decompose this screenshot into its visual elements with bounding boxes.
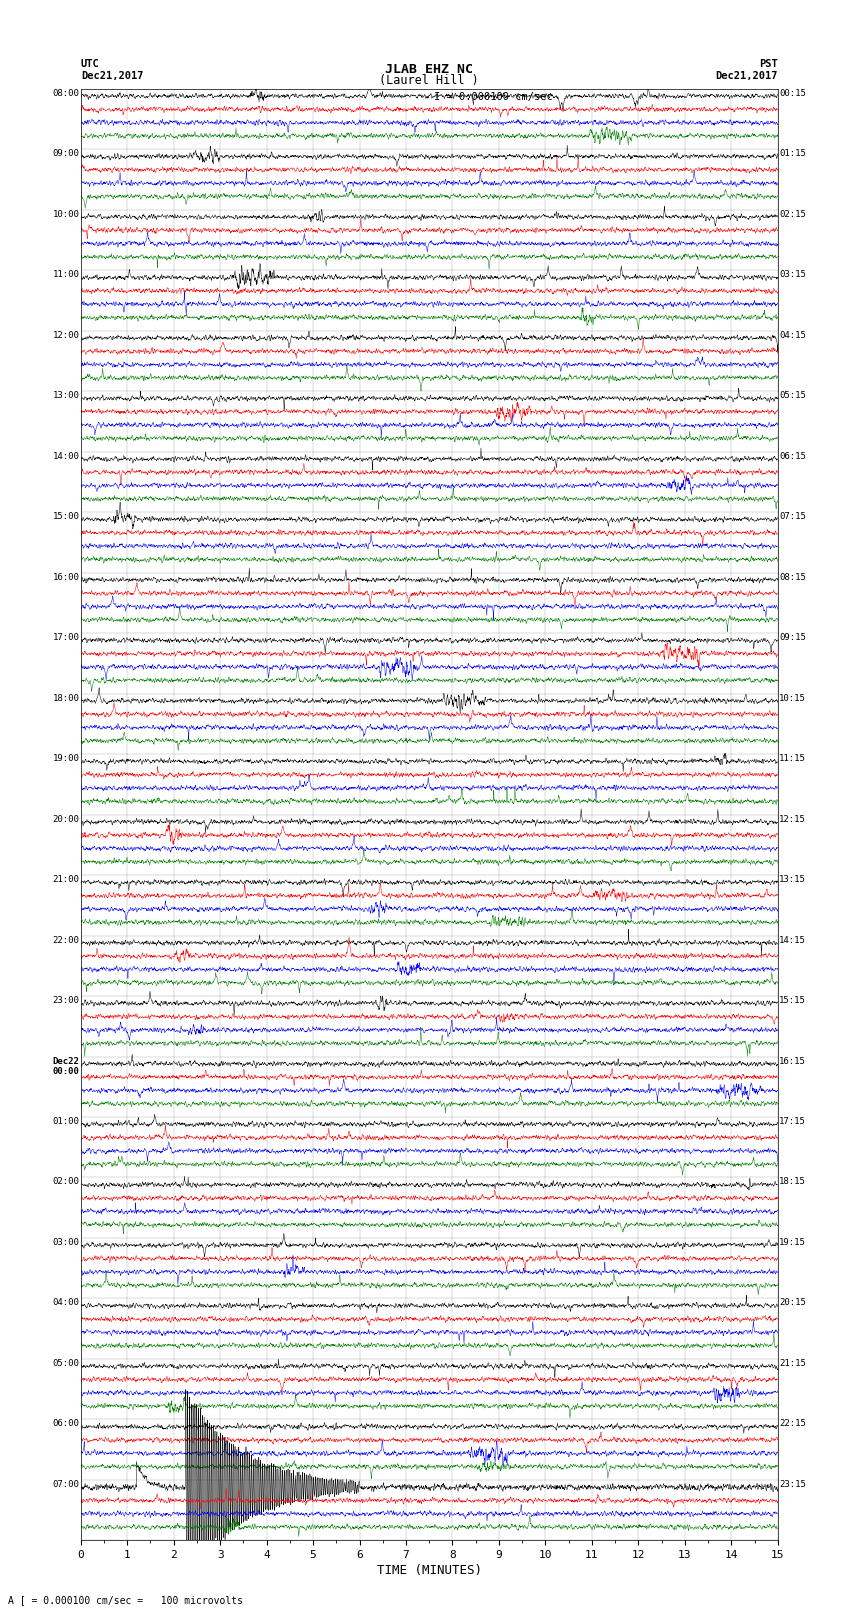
Text: I = 0.000100 cm/sec: I = 0.000100 cm/sec [434,92,552,102]
Text: 12:15: 12:15 [779,815,806,824]
Text: 16:15: 16:15 [779,1057,806,1066]
Text: 06:00: 06:00 [53,1419,79,1429]
Text: Dec22
00:00: Dec22 00:00 [53,1057,79,1076]
Text: 20:15: 20:15 [779,1298,806,1308]
Text: JLAB EHZ NC: JLAB EHZ NC [385,63,473,76]
Text: 11:15: 11:15 [779,755,806,763]
Text: 07:00: 07:00 [53,1481,79,1489]
Text: A [ = 0.000100 cm/sec =   100 microvolts: A [ = 0.000100 cm/sec = 100 microvolts [8,1595,243,1605]
Text: 10:15: 10:15 [779,694,806,703]
Text: 04:15: 04:15 [779,331,806,340]
Text: (Laurel Hill ): (Laurel Hill ) [379,74,479,87]
Text: 03:00: 03:00 [53,1239,79,1247]
X-axis label: TIME (MINUTES): TIME (MINUTES) [377,1565,482,1578]
Text: 18:15: 18:15 [779,1177,806,1187]
Text: 05:00: 05:00 [53,1358,79,1368]
Text: 04:00: 04:00 [53,1298,79,1308]
Text: 08:00: 08:00 [53,89,79,98]
Text: 17:00: 17:00 [53,634,79,642]
Text: 10:00: 10:00 [53,210,79,219]
Text: 05:15: 05:15 [779,392,806,400]
Text: 09:00: 09:00 [53,150,79,158]
Text: 02:00: 02:00 [53,1177,79,1187]
Text: 12:00: 12:00 [53,331,79,340]
Text: 17:15: 17:15 [779,1118,806,1126]
Text: 00:15: 00:15 [779,89,806,98]
Text: UTC
Dec21,2017: UTC Dec21,2017 [81,60,144,81]
Text: 22:00: 22:00 [53,936,79,945]
Text: 01:15: 01:15 [779,150,806,158]
Text: 09:15: 09:15 [779,634,806,642]
Text: 13:15: 13:15 [779,876,806,884]
Text: PST
Dec21,2017: PST Dec21,2017 [715,60,778,81]
Text: 19:15: 19:15 [779,1239,806,1247]
Text: 21:00: 21:00 [53,876,79,884]
Text: 19:00: 19:00 [53,755,79,763]
Text: 08:15: 08:15 [779,573,806,582]
Text: 23:15: 23:15 [779,1481,806,1489]
Text: 11:00: 11:00 [53,271,79,279]
Text: 21:15: 21:15 [779,1358,806,1368]
Text: 02:15: 02:15 [779,210,806,219]
Text: 16:00: 16:00 [53,573,79,582]
Text: 18:00: 18:00 [53,694,79,703]
Text: 06:15: 06:15 [779,452,806,461]
Text: 22:15: 22:15 [779,1419,806,1429]
Text: 20:00: 20:00 [53,815,79,824]
Text: 14:00: 14:00 [53,452,79,461]
Text: 23:00: 23:00 [53,997,79,1005]
Text: 14:15: 14:15 [779,936,806,945]
Text: 07:15: 07:15 [779,513,806,521]
Text: 15:15: 15:15 [779,997,806,1005]
Text: 13:00: 13:00 [53,392,79,400]
Text: 15:00: 15:00 [53,513,79,521]
Text: 03:15: 03:15 [779,271,806,279]
Text: 01:00: 01:00 [53,1118,79,1126]
